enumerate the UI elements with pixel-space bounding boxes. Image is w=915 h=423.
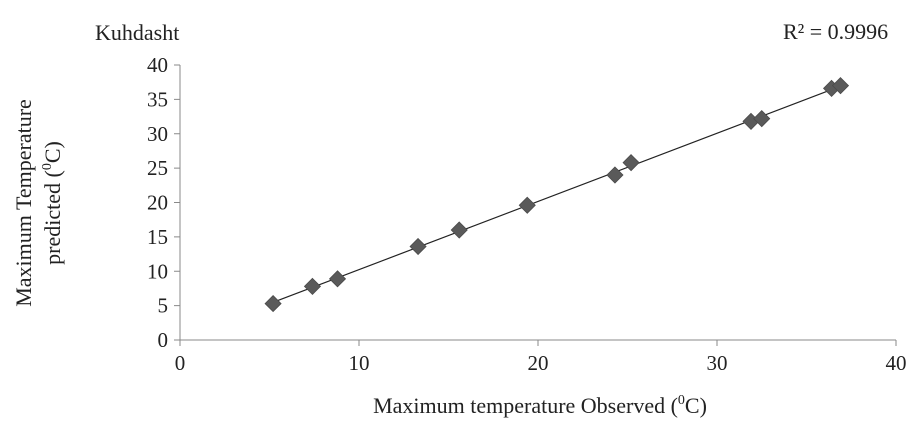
y-axis-title-line2: predicted (0C) xyxy=(40,141,65,265)
x-tick-label-30: 30 xyxy=(707,351,728,375)
x-tick-label-40: 40 xyxy=(886,351,907,375)
data-point-4 xyxy=(409,237,427,256)
y-axis-title-unit: C) xyxy=(40,141,65,163)
data-point-3 xyxy=(328,270,347,288)
x-tick-label-20: 20 xyxy=(528,351,549,375)
y-tick-label-0: 0 xyxy=(158,328,169,352)
data-point-8 xyxy=(622,154,640,172)
x-tick-label-0: 0 xyxy=(175,351,186,375)
chart-title: Kuhdasht xyxy=(95,20,179,45)
y-tick-label-5: 5 xyxy=(158,294,169,318)
y-tick-label-15: 15 xyxy=(147,225,168,249)
y-tick-label-40: 40 xyxy=(147,53,168,77)
y-tick-label-35: 35 xyxy=(147,87,168,111)
data-point-10 xyxy=(753,110,771,128)
y-tick-label-30: 30 xyxy=(147,122,168,146)
data-point-12 xyxy=(831,77,850,95)
x-axis-title: Maximum temperature Observed (0C) xyxy=(373,393,707,418)
r-squared-annotation: R² = 0.9996 xyxy=(783,19,888,44)
data-point-7 xyxy=(606,166,624,184)
y-axis-title-line2-text: predicted ( xyxy=(40,170,65,265)
y-tick-label-10: 10 xyxy=(147,259,168,283)
data-point-2 xyxy=(303,277,322,295)
y-tick-label-20: 20 xyxy=(147,191,168,215)
y-axis-title-line1: Maximum Temperature xyxy=(11,99,36,307)
y-tick-label-25: 25 xyxy=(147,156,168,180)
tick-labels: 0 5 10 15 20 25 30 35 40 0 10 20 30 40 xyxy=(147,53,907,375)
data-point-6 xyxy=(518,196,536,214)
data-point-1 xyxy=(264,294,282,313)
x-axis-title-superscript: 0 xyxy=(678,393,685,408)
x-axis-title-text: Maximum temperature Observed ( xyxy=(373,393,678,418)
x-tick-label-10: 10 xyxy=(349,351,370,375)
data-point-5 xyxy=(450,221,468,239)
y-axis-title-superscript: 0 xyxy=(40,163,55,170)
x-axis-title-unit: C) xyxy=(685,393,707,418)
tick-marks xyxy=(174,64,897,346)
data-points xyxy=(264,77,850,313)
